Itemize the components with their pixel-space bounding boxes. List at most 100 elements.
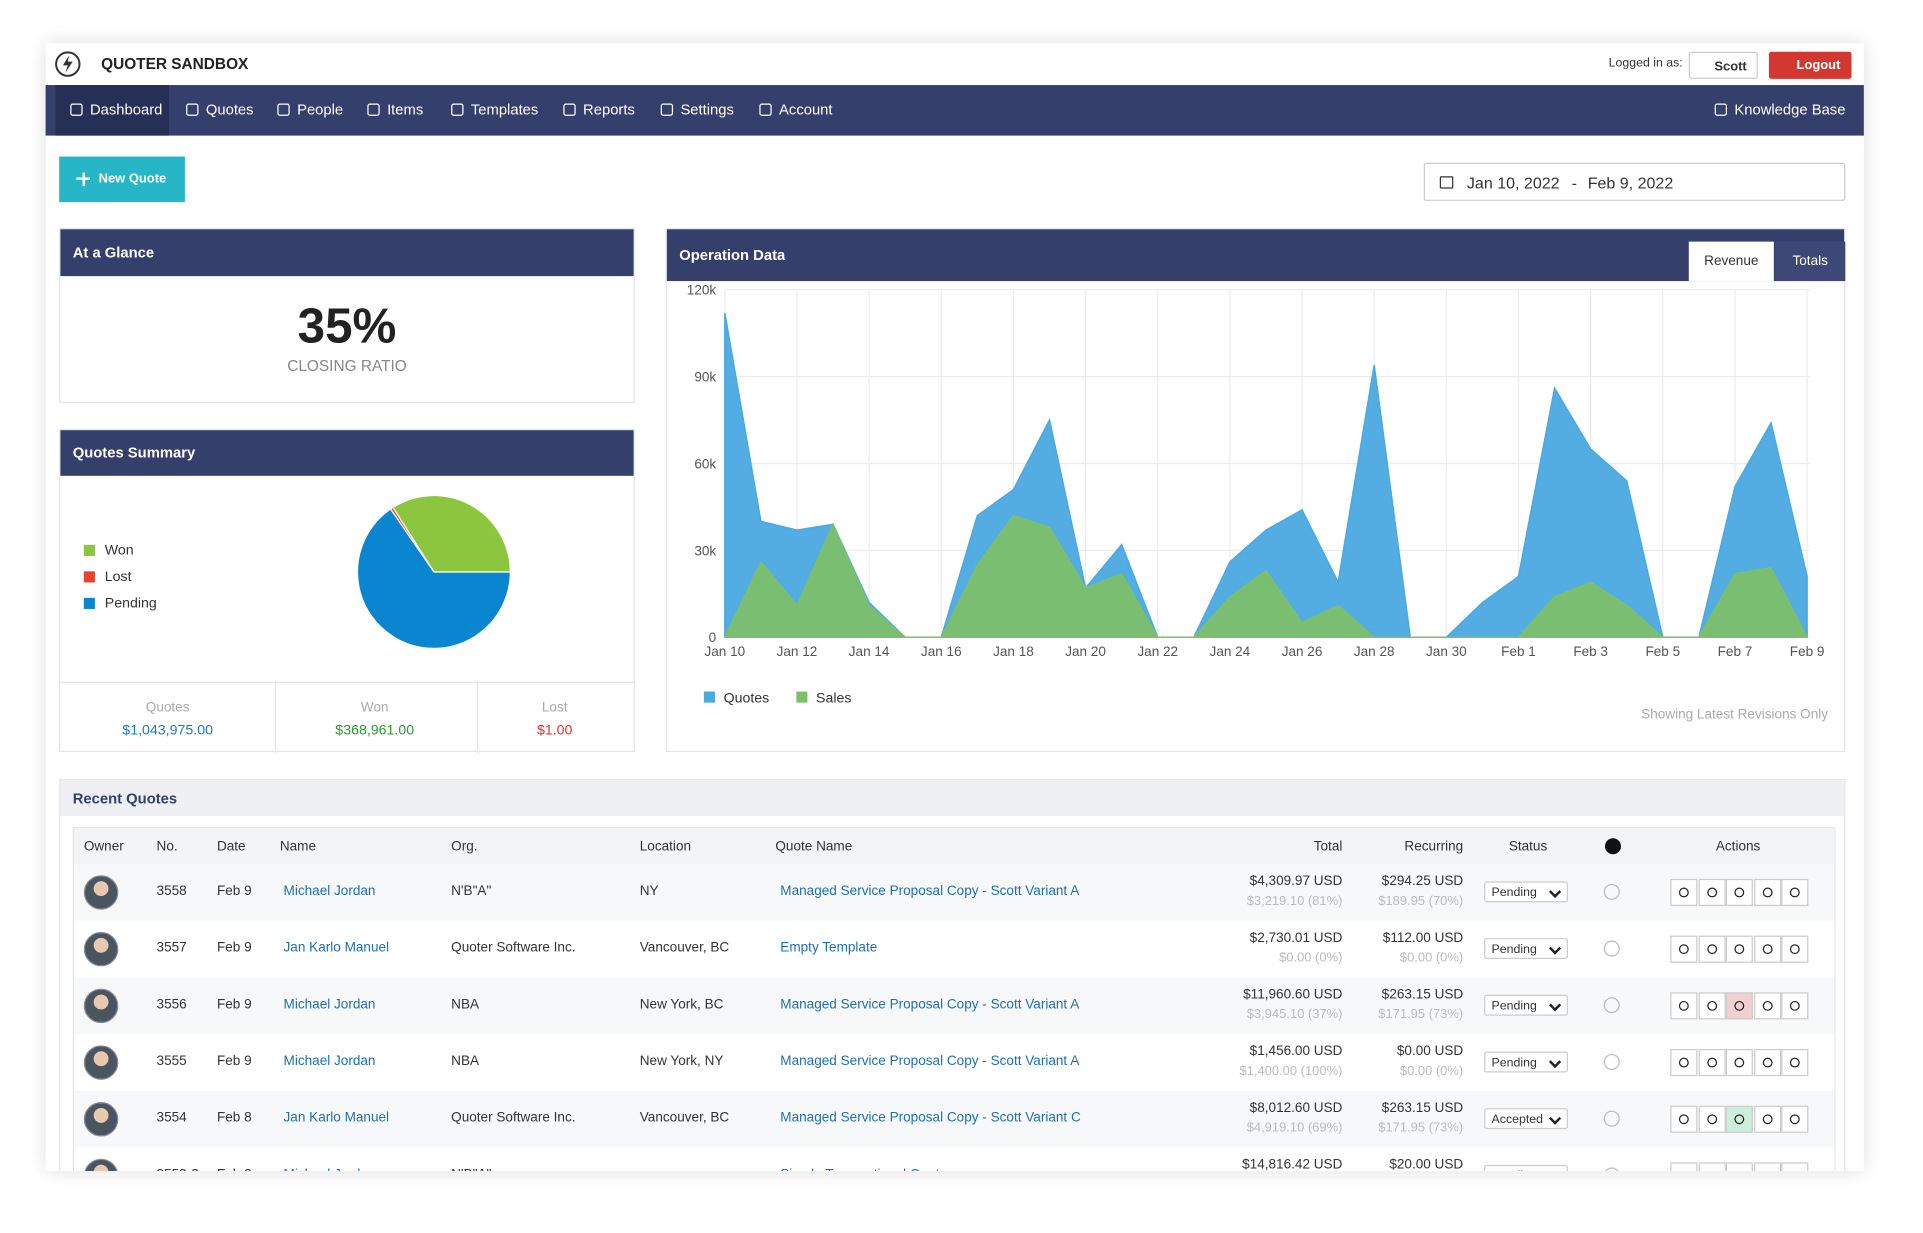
action-button[interactable] — [1753, 935, 1781, 963]
date-range-picker[interactable]: Jan 10, 2022 - Feb 9, 2022 — [1423, 162, 1846, 201]
action-button[interactable] — [1781, 878, 1809, 907]
x-tick-label: Jan 30 — [1426, 644, 1467, 659]
status-select[interactable]: Pending — [1484, 938, 1568, 960]
quote-name: Simple Transactional Quote — [780, 1167, 947, 1171]
legend-label: Pending — [105, 596, 157, 612]
location: NY — [639, 883, 659, 899]
quote-date: Feb 9 — [216, 997, 252, 1013]
organization: N'B"A" — [451, 883, 492, 899]
quote-name: Managed Service Proposal Copy - Scott Va… — [780, 1110, 1081, 1126]
quote-number: 3554 — [156, 1110, 187, 1126]
tab-totals[interactable]: Totals — [1775, 241, 1846, 282]
action-button[interactable] — [1698, 1049, 1726, 1077]
status-select[interactable]: Accepted — [1484, 1108, 1568, 1130]
action-button[interactable] — [1781, 992, 1809, 1020]
action-button[interactable] — [1698, 878, 1726, 907]
column-header: Status — [1508, 839, 1548, 855]
status-select[interactable]: Pending — [1484, 1164, 1568, 1172]
status-select[interactable]: Pending — [1484, 994, 1568, 1016]
active-tab-bg — [55, 85, 169, 136]
action-button[interactable] — [1698, 1105, 1726, 1133]
approve-radio[interactable] — [1603, 1110, 1620, 1127]
x-tick-label: Feb 9 — [1790, 644, 1825, 659]
action-button[interactable] — [1753, 1162, 1781, 1172]
nav-item[interactable]: Items — [365, 85, 423, 136]
total-detail: $1,400.00 (100%) — [1239, 1063, 1343, 1079]
action-button[interactable] — [1753, 1105, 1781, 1133]
panel-header — [60, 780, 1845, 817]
panel-title: Quotes Summary — [60, 430, 634, 476]
x-tick-label: Jan 26 — [1282, 644, 1323, 659]
recurring-detail: $171.95 (73%) — [1378, 1120, 1464, 1136]
action-button[interactable] — [1698, 1162, 1726, 1172]
action-button[interactable] — [1670, 935, 1698, 963]
action-button[interactable] — [1781, 1162, 1809, 1172]
nav-item[interactable]: Templates — [449, 85, 538, 136]
recent-quotes-panel: Recent Quotes Owner No. Date Name Org. Locati… — [59, 779, 1846, 1172]
nav-item[interactable]: People — [275, 85, 343, 136]
action-button[interactable] — [1781, 1105, 1809, 1133]
total-value: $368,961.00 — [335, 723, 415, 739]
action-button[interactable] — [1670, 1105, 1698, 1133]
quote-number: 3556 — [156, 997, 187, 1013]
x-tick-label: Jan 10 — [704, 644, 745, 659]
y-tick-label: 0 — [709, 630, 717, 645]
recurring: $263.15 USD — [1381, 987, 1464, 1003]
nav-item[interactable]: Settings — [658, 85, 734, 136]
nav-item[interactable]: Account — [757, 85, 833, 136]
total: $4,309.97 USD — [1249, 873, 1343, 889]
quote-date: Feb 8 — [217, 1167, 252, 1171]
approve-radio[interactable] — [1603, 883, 1620, 900]
nav-item[interactable]: Quotes — [184, 85, 254, 136]
action-button[interactable] — [1781, 1049, 1809, 1077]
nav-item[interactable]: Reports — [561, 85, 635, 136]
tab-revenue[interactable]: Revenue — [1688, 241, 1774, 282]
action-button[interactable] — [1670, 1162, 1698, 1172]
approve-radio[interactable] — [1603, 997, 1620, 1014]
avatar — [83, 1045, 119, 1080]
user-button[interactable]: Scott — [1688, 51, 1758, 79]
logout-button[interactable]: Logout — [1768, 51, 1852, 79]
operation-panel: Operation Data Revenue Totals Showing La… — [665, 228, 1846, 752]
recurring: $294.25 USD — [1381, 873, 1464, 889]
action-button[interactable] — [1725, 1105, 1753, 1133]
action-button[interactable] — [1753, 992, 1781, 1020]
calendar-icon — [1439, 176, 1454, 189]
action-button[interactable] — [1753, 1049, 1781, 1077]
action-button[interactable] — [1670, 1049, 1698, 1077]
quote-date: Feb 8 — [216, 1110, 252, 1126]
action-button[interactable] — [1753, 878, 1781, 907]
action-button[interactable] — [1781, 935, 1809, 963]
status-select[interactable]: Pending — [1484, 1051, 1568, 1073]
approve-radio[interactable] — [1603, 1053, 1620, 1070]
closing-ratio-label: CLOSING RATIO — [287, 357, 407, 375]
quote-date: Feb 9 — [216, 883, 252, 899]
action-button[interactable] — [1725, 1162, 1753, 1172]
total: $2,730.01 USD — [1249, 930, 1343, 946]
quote-number: 3558 — [156, 883, 187, 899]
nav-item[interactable]: Dashboard — [68, 85, 162, 136]
action-button[interactable] — [1698, 992, 1726, 1020]
action-button[interactable] — [1698, 935, 1726, 963]
action-button[interactable] — [1725, 992, 1753, 1020]
location: New York, BC — [639, 997, 724, 1013]
total-detail: $3,945.10 (37%) — [1246, 1007, 1343, 1022]
action-button[interactable] — [1725, 1049, 1753, 1077]
action-button[interactable] — [1670, 992, 1698, 1020]
total-label: Quotes — [145, 700, 190, 715]
table-header — [73, 828, 1835, 866]
column-header: Name — [279, 839, 316, 855]
closing-ratio-value: 35% — [297, 299, 397, 354]
action-button[interactable] — [1670, 878, 1698, 907]
check-header-icon — [1604, 838, 1621, 855]
action-button[interactable] — [1725, 935, 1753, 963]
knowledge-base[interactable]: Knowledge Base — [1712, 85, 1845, 136]
approve-radio[interactable] — [1603, 940, 1620, 957]
quote-name: Managed Service Proposal Copy - Scott Va… — [780, 997, 1080, 1013]
action-button[interactable] — [1725, 878, 1753, 907]
location: New York, NY — [639, 1053, 724, 1069]
status-select[interactable]: Pending — [1484, 881, 1568, 903]
recurring: $20.00 USD — [1389, 1157, 1464, 1172]
